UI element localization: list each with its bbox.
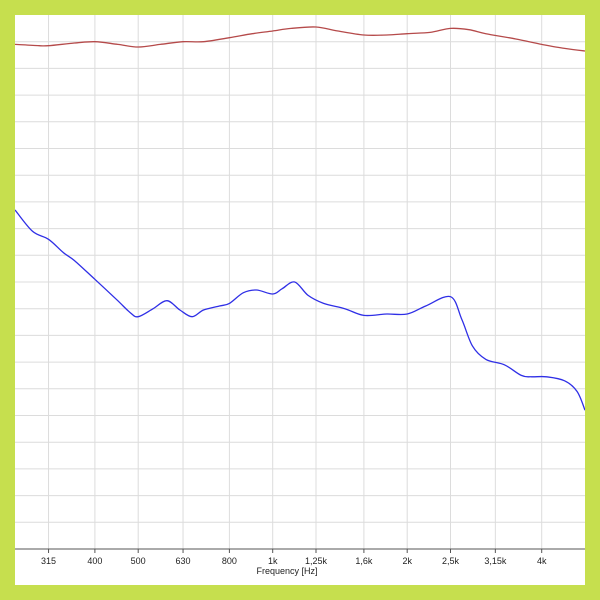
x-tick-label: 1,25k: [305, 556, 328, 566]
x-tick-label: 630: [176, 556, 191, 566]
series-line-2: [15, 209, 585, 411]
x-tick-label: 315: [41, 556, 56, 566]
x-tick-label: 400: [87, 556, 102, 566]
series-lines: [15, 26, 585, 411]
x-tick-label: 1,6k: [355, 556, 373, 566]
x-tick-label: 3,15k: [484, 556, 507, 566]
series-line-1: [15, 26, 585, 52]
x-tick-label: 4k: [537, 556, 547, 566]
frequency-chart: 315 400 500 630 800 1k 1,25k 1,6k 2k 2,5k 3,15k 4k …: [15, 15, 585, 576]
x-axis: 315 400 500 630 800 1k 1,25k 1,6k 2k 2,5k 3,15k 4k: [15, 548, 585, 566]
grid: [15, 15, 585, 549]
x-axis-title: Frequency [Hz]: [256, 566, 317, 576]
x-tick-label: 800: [222, 556, 237, 566]
x-tick-label: 2,5k: [442, 556, 460, 566]
x-tick-label: 500: [131, 556, 146, 566]
x-tick-label: 1k: [268, 556, 278, 566]
chart-panel: 315 400 500 630 800 1k 1,25k 1,6k 2k 2,5k 3,15k 4k …: [15, 15, 585, 585]
x-tick-label: 2k: [402, 556, 412, 566]
